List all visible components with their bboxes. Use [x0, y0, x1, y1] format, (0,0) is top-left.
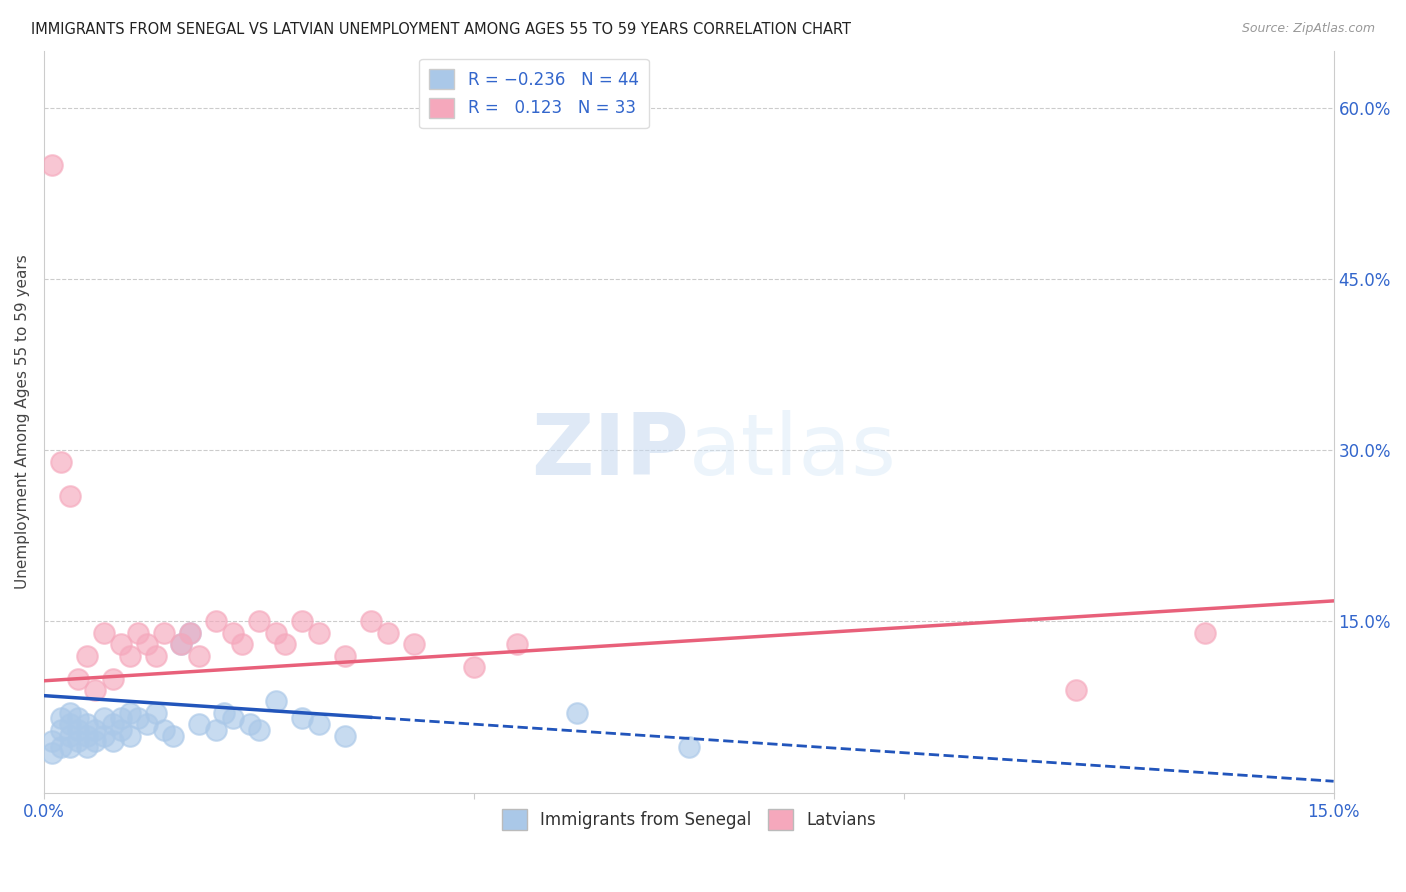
Point: [247, 615, 270, 629]
Point: [127, 711, 149, 725]
Point: [170, 637, 193, 651]
Text: ZIP: ZIP: [531, 409, 689, 493]
Point: [145, 706, 167, 720]
Point: [76, 729, 98, 743]
Point: [565, 706, 588, 720]
Point: [59, 729, 82, 743]
Point: [67, 711, 90, 725]
Point: [264, 625, 287, 640]
Point: [76, 739, 98, 754]
Point: [118, 729, 141, 743]
Point: [59, 706, 82, 720]
Point: [145, 648, 167, 663]
Point: [360, 615, 382, 629]
Legend: Immigrants from Senegal, Latvians: Immigrants from Senegal, Latvians: [495, 803, 883, 837]
Point: [93, 711, 115, 725]
Point: [333, 729, 356, 743]
Point: [291, 711, 314, 725]
Point: [153, 723, 176, 737]
Point: [67, 734, 90, 748]
Y-axis label: Unemployment Among Ages 55 to 59 years: Unemployment Among Ages 55 to 59 years: [15, 254, 30, 589]
Point: [308, 717, 330, 731]
Point: [101, 672, 124, 686]
Point: [110, 711, 132, 725]
Point: [162, 729, 184, 743]
Point: [67, 723, 90, 737]
Point: [110, 637, 132, 651]
Point: [205, 615, 228, 629]
Point: [67, 672, 90, 686]
Point: [59, 739, 82, 754]
Point: [41, 734, 63, 748]
Point: [179, 625, 201, 640]
Point: [93, 625, 115, 640]
Point: [153, 625, 176, 640]
Point: [187, 648, 209, 663]
Point: [187, 717, 209, 731]
Point: [1194, 625, 1216, 640]
Point: [377, 625, 399, 640]
Point: [136, 717, 159, 731]
Point: [41, 158, 63, 172]
Point: [84, 723, 107, 737]
Point: [291, 615, 314, 629]
Point: [273, 637, 295, 651]
Text: Source: ZipAtlas.com: Source: ZipAtlas.com: [1241, 22, 1375, 36]
Point: [118, 648, 141, 663]
Point: [59, 717, 82, 731]
Point: [506, 637, 529, 651]
Point: [49, 723, 72, 737]
Point: [93, 729, 115, 743]
Point: [214, 706, 236, 720]
Text: IMMIGRANTS FROM SENEGAL VS LATVIAN UNEMPLOYMENT AMONG AGES 55 TO 59 YEARS CORREL: IMMIGRANTS FROM SENEGAL VS LATVIAN UNEMP…: [31, 22, 851, 37]
Point: [136, 637, 159, 651]
Point: [205, 723, 228, 737]
Point: [463, 660, 485, 674]
Point: [247, 723, 270, 737]
Point: [101, 734, 124, 748]
Point: [118, 706, 141, 720]
Point: [264, 694, 287, 708]
Point: [84, 682, 107, 697]
Point: [41, 746, 63, 760]
Point: [101, 717, 124, 731]
Point: [308, 625, 330, 640]
Point: [1064, 682, 1087, 697]
Point: [333, 648, 356, 663]
Point: [76, 717, 98, 731]
Point: [170, 637, 193, 651]
Point: [84, 734, 107, 748]
Point: [231, 637, 253, 651]
Point: [49, 739, 72, 754]
Point: [222, 711, 245, 725]
Point: [110, 723, 132, 737]
Text: atlas: atlas: [689, 409, 897, 493]
Point: [402, 637, 425, 651]
Point: [49, 711, 72, 725]
Point: [222, 625, 245, 640]
Point: [678, 739, 700, 754]
Point: [239, 717, 262, 731]
Point: [59, 489, 82, 503]
Point: [179, 625, 201, 640]
Point: [49, 455, 72, 469]
Point: [76, 648, 98, 663]
Point: [127, 625, 149, 640]
